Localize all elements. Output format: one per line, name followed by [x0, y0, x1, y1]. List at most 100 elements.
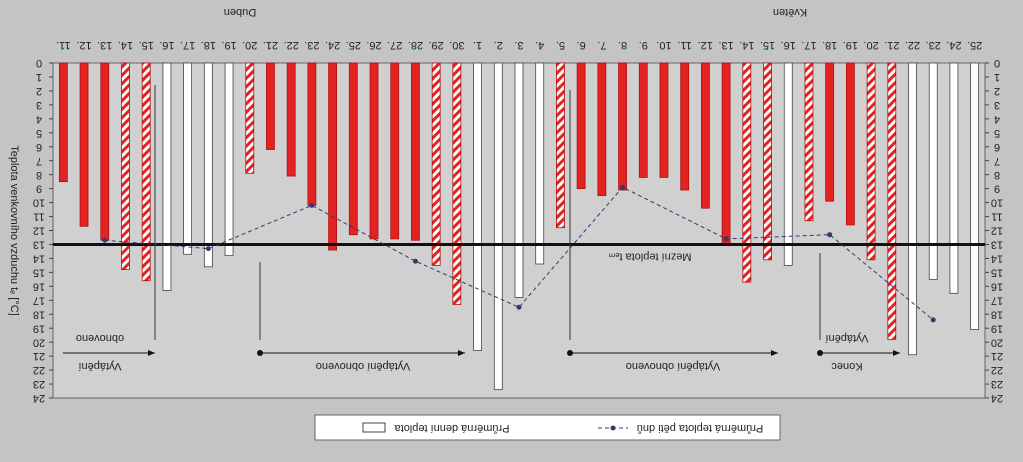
- x-tick-label: 14.: [739, 39, 754, 51]
- y-tick-label: 9: [36, 183, 42, 195]
- x-tick-label: 10.: [656, 39, 671, 51]
- bar: [162, 62, 172, 291]
- x-tick-label: 4.: [535, 39, 544, 51]
- bar: [576, 62, 586, 190]
- bar: [721, 62, 731, 245]
- bar: [866, 62, 876, 261]
- bar: [535, 62, 545, 265]
- month-label: Květen: [773, 6, 807, 18]
- y-tick-label: 5: [994, 127, 1000, 139]
- five-day-line: [104, 186, 934, 321]
- bar: [680, 62, 690, 191]
- x-tick-label: 24.: [946, 39, 961, 51]
- y-tick-label: 2: [36, 85, 42, 97]
- y-tick-label: 1: [36, 71, 42, 83]
- bar: [58, 62, 68, 183]
- arrow-head: [458, 350, 465, 356]
- x-tick-label: 13.: [97, 39, 112, 51]
- y-tick-label: 24: [33, 392, 45, 404]
- bar: [701, 62, 710, 209]
- annotation: Vytápění obnoveno: [316, 360, 410, 372]
- bar: [348, 62, 358, 236]
- x-tick-label: 8.: [618, 39, 627, 51]
- x-tick-label: 15.: [760, 39, 775, 51]
- y-tick-label: 3: [36, 99, 42, 111]
- x-tick-label: 20.: [863, 39, 878, 51]
- x-tick-label: 26.: [366, 39, 381, 51]
- y-tick-label: 2: [994, 85, 1000, 97]
- annotation: Konec: [831, 360, 863, 372]
- x-tick-label: 21.: [263, 39, 278, 51]
- arrow-head: [148, 350, 155, 356]
- bar: [638, 62, 648, 178]
- x-tick-label: 13.: [718, 39, 733, 51]
- arrow-head: [893, 350, 900, 356]
- y-tick-label: 17: [33, 294, 45, 306]
- y-tick-label: 20: [33, 336, 45, 348]
- bar: [224, 62, 234, 257]
- y-tick-label: 8: [36, 169, 42, 181]
- annotation: Vytápění: [78, 360, 121, 372]
- five-day-point: [516, 304, 522, 310]
- annotation: obnoveno: [76, 332, 124, 344]
- bar: [908, 62, 917, 356]
- x-tick-label: 12.: [698, 39, 713, 51]
- y-tick-label: 4: [994, 113, 1000, 125]
- x-tick-label: 29.: [429, 39, 444, 51]
- bar: [245, 62, 255, 174]
- five-day-point: [309, 202, 315, 208]
- five-day-point: [205, 246, 211, 252]
- y-tick-label: 21: [991, 350, 1003, 362]
- x-tick-label: 1.: [473, 39, 482, 51]
- x-tick-label: 11.: [677, 39, 691, 51]
- bar: [742, 62, 752, 283]
- bar: [970, 62, 980, 331]
- y-tick-label: 7: [36, 155, 42, 167]
- y-tick-label: 0: [994, 57, 1000, 69]
- x-tick-label: 25.: [967, 39, 982, 51]
- x-tick-label: 25.: [346, 39, 361, 51]
- bar: [928, 62, 938, 280]
- bar: [597, 62, 607, 197]
- bar: [493, 62, 503, 391]
- y-tick-label: 24: [991, 392, 1003, 404]
- x-tick-label: 14.: [118, 39, 133, 51]
- legend: [314, 414, 781, 441]
- x-tick-label: 23.: [926, 39, 941, 51]
- y-tick-label: 23: [33, 378, 45, 390]
- y-tick-label: 19: [33, 322, 45, 334]
- x-tick-label: 17.: [180, 39, 195, 51]
- legend-point: [610, 425, 616, 431]
- y-tick-label: 12: [33, 225, 45, 237]
- bar: [79, 62, 89, 227]
- five-day-point: [102, 237, 108, 243]
- legend-label: Průměrná teplota pěti dnů: [637, 422, 764, 434]
- y-tick-label: 6: [36, 141, 42, 153]
- x-tick-label: 12.: [76, 39, 91, 51]
- bar: [369, 62, 379, 240]
- bar: [887, 62, 897, 340]
- y-tick-label: 21: [33, 350, 45, 362]
- bar: [431, 62, 441, 266]
- bar: [328, 62, 338, 251]
- x-tick-label: 17.: [801, 39, 816, 51]
- bar: [307, 62, 317, 206]
- x-tick-label: 27.: [387, 39, 402, 51]
- bar: [618, 62, 627, 191]
- x-tick-label: 30.: [449, 39, 464, 51]
- bar: [783, 62, 793, 266]
- bar: [390, 62, 400, 240]
- y-tick-label: 11: [33, 211, 44, 223]
- y-tick-label: 16: [991, 280, 1003, 292]
- x-tick-label: 20.: [242, 39, 257, 51]
- bar: [825, 62, 835, 202]
- arrow-start: [567, 350, 573, 356]
- bar: [286, 62, 296, 177]
- bar: [411, 62, 420, 241]
- y-tick-label: 0: [36, 57, 42, 69]
- bar: [845, 62, 855, 226]
- y-tick-label: 16: [33, 280, 45, 292]
- y-tick-label: 1: [994, 71, 1000, 83]
- x-tick-label: 3.: [514, 39, 523, 51]
